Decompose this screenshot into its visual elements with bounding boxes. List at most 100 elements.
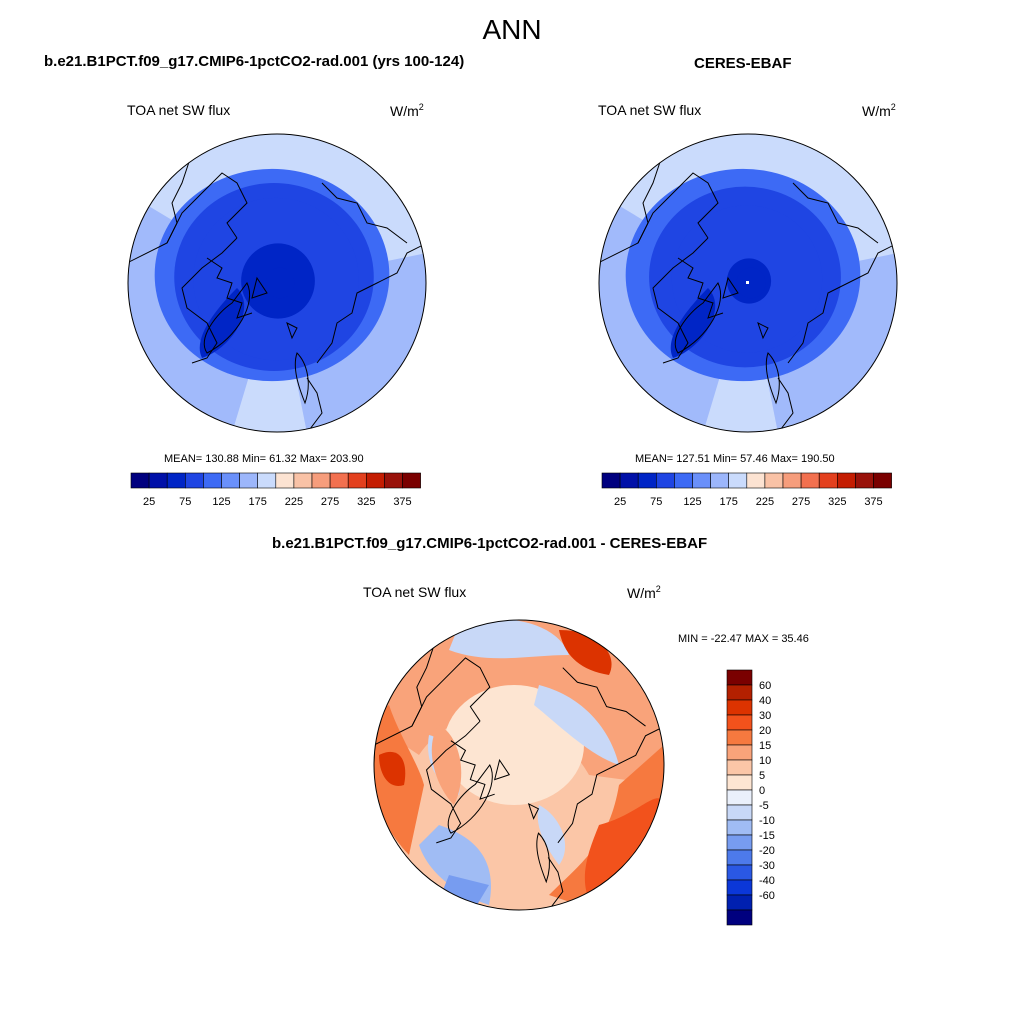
colorbar-box	[148, 472, 168, 489]
colorbar-box	[726, 744, 753, 761]
colorbar-tick-label: -30	[759, 860, 775, 872]
colorbar-box	[203, 472, 222, 489]
colorbar-box	[601, 472, 621, 489]
colorbar-box	[384, 472, 403, 489]
colorbar-tick-label: 325	[357, 496, 375, 508]
diff-zone-neg	[537, 805, 566, 865]
coastline	[562, 667, 646, 727]
coastline	[425, 720, 481, 844]
map-zone-greenland	[670, 288, 716, 358]
colorbar-box	[257, 472, 277, 489]
coastline	[493, 758, 511, 781]
coastline	[547, 857, 564, 910]
colorbar-box	[782, 472, 802, 489]
colorbar-tick-label: -5	[759, 800, 769, 812]
colorbar-box	[329, 472, 349, 489]
colorbar-tick-label: 125	[683, 496, 701, 508]
colorbar-box	[619, 472, 639, 489]
colorbar-tick-label: -40	[759, 875, 775, 887]
coastline	[777, 377, 794, 432]
panel1-variable: TOA net SW flux	[127, 102, 231, 118]
colorbar-box	[728, 472, 748, 489]
panel3-title: b.e21.B1PCT.f09_g17.CMIP6-1pctCO2-rad.00…	[272, 535, 708, 552]
coastline	[203, 282, 251, 354]
colorbar-box	[873, 472, 892, 489]
coastline	[181, 237, 238, 364]
colorbar-box	[726, 894, 753, 911]
diff-colorbar: 60 40 30 20 15 10 5 0 -5 -10 -15 -20 -30 -40 -60	[726, 669, 775, 926]
colorbar-box	[746, 472, 766, 489]
colorbar-tick-label: 225	[756, 496, 774, 508]
coastline	[637, 152, 664, 244]
panel1-title: b.e21.B1PCT.f09_g17.CMIP6-1pctCO2-rad.00…	[44, 53, 465, 70]
diff-zone-pos	[584, 798, 664, 900]
colorbar-tick-label: -10	[759, 815, 775, 827]
panel2-stats: MEAN= 127.51 Min= 57.46 Max= 190.50	[635, 453, 835, 465]
colorbar-tick-label: 10	[759, 755, 771, 767]
coastline	[411, 638, 437, 727]
colorbar-tick-label: 75	[650, 496, 662, 508]
model-colorbar: 25 75 125 175 225 275 325 375	[130, 472, 421, 508]
colorbar-box	[836, 472, 856, 489]
panel1-stats: MEAN= 130.88 Min= 61.32 Max= 203.90	[164, 453, 364, 465]
model-map-border	[127, 133, 427, 433]
colorbar-box	[726, 684, 753, 701]
colorbar-box	[655, 472, 675, 489]
colorbar-box	[726, 714, 753, 731]
colorbar-box	[130, 472, 150, 489]
coastline	[527, 802, 540, 820]
colorbar-box	[726, 789, 753, 806]
colorbar-tick-label: 125	[212, 496, 230, 508]
colorbar-tick-label: 30	[759, 710, 771, 722]
colorbar-box	[726, 909, 753, 926]
colorbar-tick-label: 375	[864, 496, 882, 508]
coastline	[787, 242, 897, 364]
coastline	[765, 352, 780, 405]
colorbar-box	[726, 804, 753, 821]
coastline	[792, 182, 879, 244]
colorbar-box	[166, 472, 186, 489]
diff-zone-pos	[559, 630, 612, 675]
panel2-variable: TOA net SW flux	[598, 102, 702, 118]
coastline	[306, 377, 323, 432]
map-zone	[736, 267, 766, 299]
colorbar-box	[637, 472, 657, 489]
colorbar-tick-label: 75	[179, 496, 191, 508]
colorbar-box	[726, 729, 753, 746]
obs-map-border	[598, 133, 898, 433]
colorbar-tick-label: 5	[759, 770, 765, 782]
colorbar-box	[347, 472, 367, 489]
colorbar-box	[402, 472, 421, 489]
colorbar-box	[293, 472, 313, 489]
coastline	[321, 182, 408, 244]
colorbar-box	[800, 472, 820, 489]
colorbar-box	[692, 472, 711, 489]
colorbar-box	[726, 774, 753, 791]
colorbar-tick-label: 0	[759, 785, 765, 797]
main-title: ANN	[482, 14, 542, 45]
coastline	[286, 322, 298, 340]
colorbar-tick-label: 225	[285, 496, 303, 508]
coastline	[557, 725, 664, 844]
coastline	[447, 764, 493, 834]
colorbar-box	[726, 759, 753, 776]
panel2-title: CERES-EBAF	[694, 55, 792, 72]
panel3-variable: TOA net SW flux	[363, 584, 467, 600]
coastline	[677, 257, 724, 319]
coastline	[757, 322, 769, 340]
colorbar-tick-label: 40	[759, 695, 771, 707]
colorbar-tick-label: -15	[759, 830, 775, 842]
panel3-stats: MIN = -22.47 MAX = 35.46	[678, 633, 809, 645]
obs-colorbar: 25 75 125 175 225 275 325 375	[601, 472, 892, 508]
colorbar-box	[311, 472, 331, 489]
coastline	[450, 740, 495, 800]
coastline	[652, 237, 709, 364]
diff-map-border	[373, 619, 665, 911]
colorbar-tick-label: 325	[828, 496, 846, 508]
coastline	[251, 276, 268, 299]
colorbar-box	[726, 699, 753, 716]
colorbar-box	[726, 864, 753, 881]
coastline	[294, 352, 309, 405]
colorbar-tick-label: 15	[759, 740, 771, 752]
